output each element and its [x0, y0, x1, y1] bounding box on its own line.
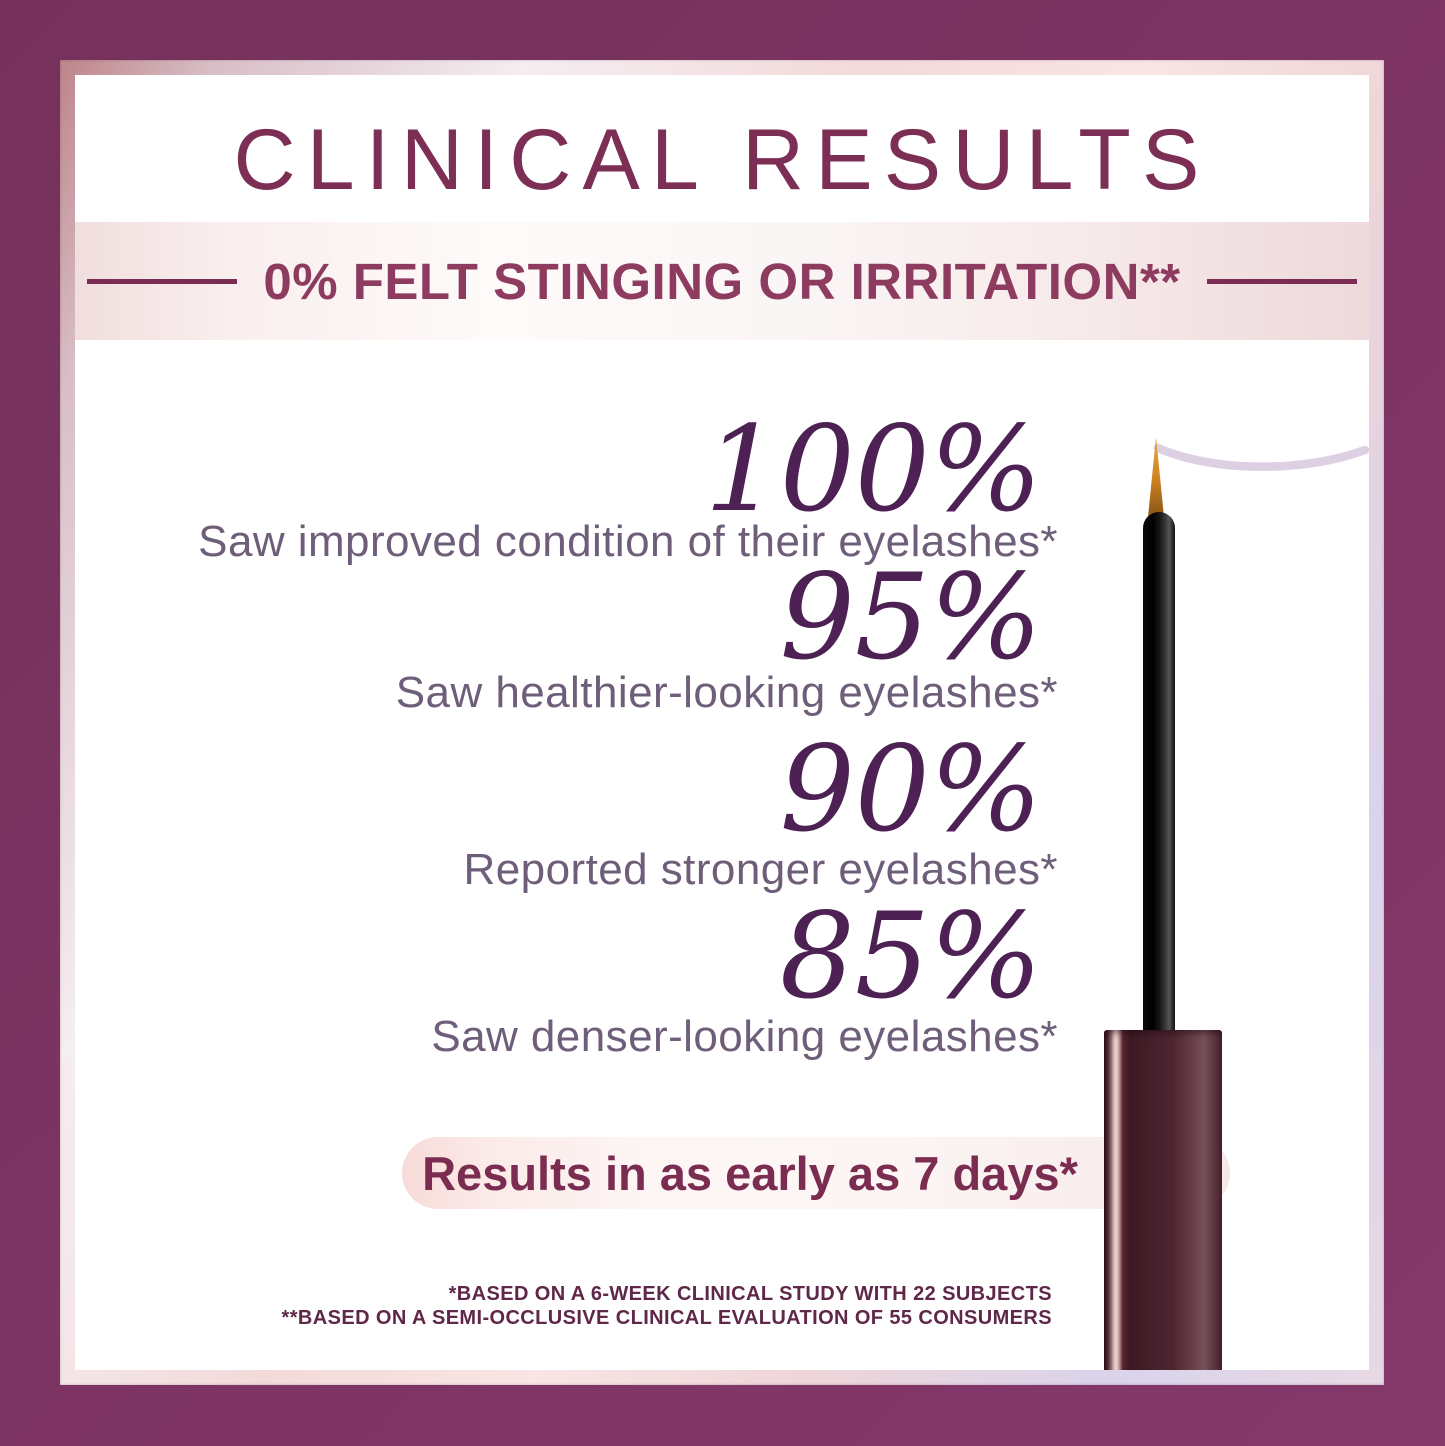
stat-value: 100%	[704, 400, 1042, 538]
results-pill-text: Results in as early as 7 days*	[422, 1146, 1078, 1200]
stat-value: 90%	[779, 720, 1042, 858]
serum-tube	[1104, 1030, 1222, 1370]
stat-label: Saw healthier-looking eyelashes*	[395, 668, 1058, 717]
applicator-handle	[1143, 512, 1175, 1034]
stat-label: Reported stronger eyelashes*	[463, 845, 1058, 894]
page-title: CLINICAL RESULTS	[233, 112, 1211, 208]
banner-right-rule	[1206, 278, 1357, 284]
highlight-banner-text: 0% FELT STINGING OR IRRITATION**	[263, 252, 1181, 310]
lash-swoosh-icon	[1153, 443, 1369, 471]
stat-value: 85%	[779, 887, 1042, 1025]
stat-value: 95%	[779, 548, 1042, 686]
highlight-banner: 0% FELT STINGING OR IRRITATION**	[75, 222, 1369, 340]
content-panel: CLINICAL RESULTS 0% FELT STINGING OR IRR…	[75, 75, 1369, 1370]
footnote-line: *BASED ON A 6-WEEK CLINICAL STUDY WITH 2…	[448, 1283, 1052, 1305]
results-pill: Results in as early as 7 days*	[402, 1137, 1230, 1209]
brush-tip-icon	[1148, 437, 1164, 517]
footnote-line: **BASED ON A SEMI-OCCLUSIVE CLINICAL EVA…	[281, 1306, 1052, 1329]
stat-label: Saw denser-looking eyelashes*	[431, 1012, 1058, 1061]
stat-label: Saw improved condition of their eyelashe…	[198, 517, 1058, 566]
footnotes: *BASED ON A 6-WEEK CLINICAL STUDY WITH 2…	[282, 1283, 1052, 1330]
banner-left-rule	[87, 278, 238, 284]
